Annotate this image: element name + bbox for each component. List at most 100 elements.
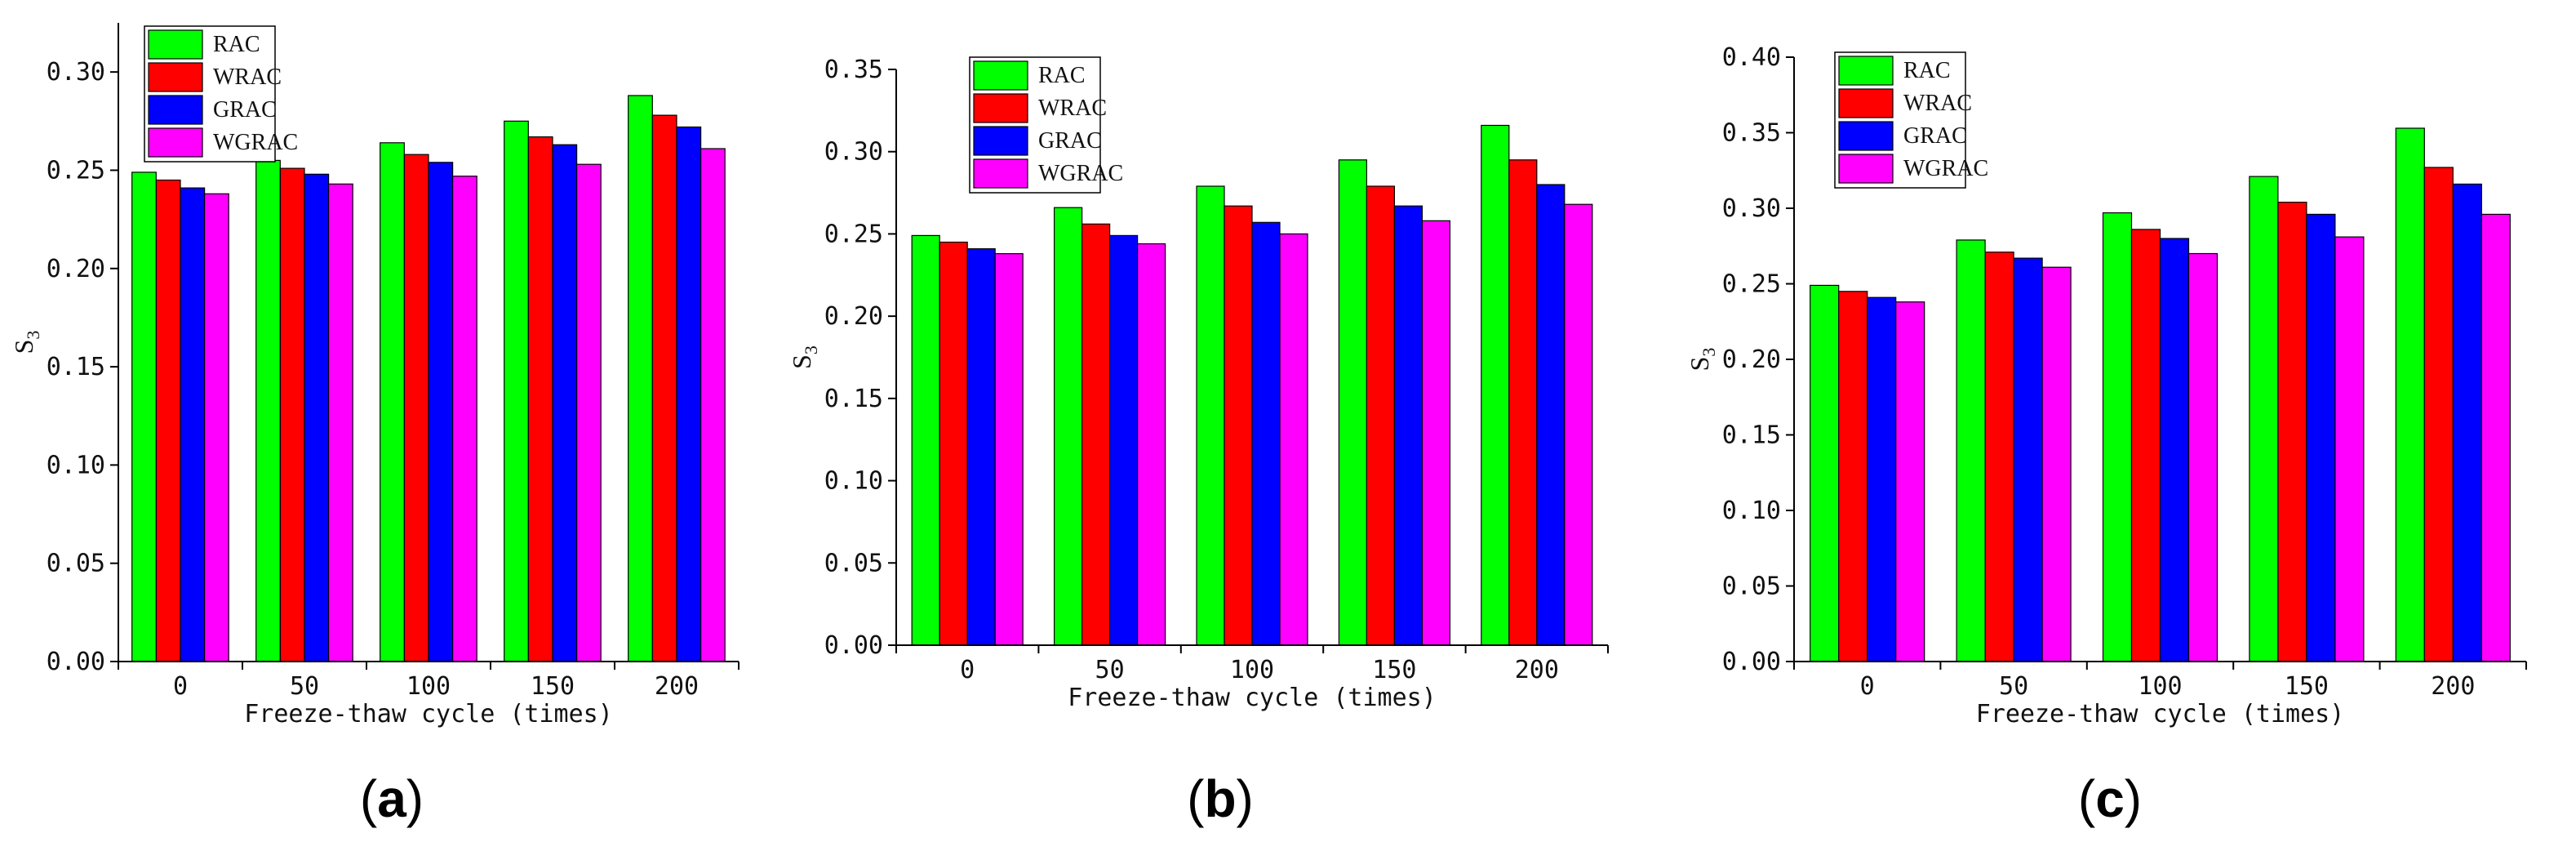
- y-tick-label: 0.40: [1722, 43, 1781, 72]
- bar-wrac-150: [527, 136, 553, 662]
- y-tick-label: 0.05: [1722, 573, 1781, 601]
- bar-wrac-100: [403, 154, 429, 662]
- legend-label-grac: GRAC: [1038, 128, 1102, 154]
- x-axis-title: Freeze-thaw cycle (times): [244, 700, 613, 728]
- bar-wgrac-100: [2187, 252, 2218, 662]
- bar-rac-0: [1810, 284, 1840, 662]
- bar-wrac-0: [1838, 291, 1868, 662]
- bar-wrac-100: [2130, 229, 2161, 662]
- y-tick-label: 0.05: [47, 550, 105, 578]
- bar-rac-100: [1196, 185, 1225, 646]
- y-tick-label: 0.20: [47, 255, 105, 283]
- y-tick-label: 0.25: [47, 156, 105, 185]
- legend-swatch-grac: [148, 95, 203, 125]
- legend-label-rac: RAC: [213, 32, 260, 57]
- x-tick-label: 100: [1230, 656, 1274, 684]
- chart-panel-b: 0.00 0.05 0.10 0.15 0.20 0.25 0.30 0.35 0 50 100 15…: [787, 56, 1609, 828]
- bar-grac-50: [304, 173, 330, 662]
- bar-grac-150: [2306, 213, 2336, 662]
- x-tick-label: 50: [1095, 656, 1125, 684]
- bar-wrac-50: [1081, 223, 1111, 646]
- x-tick-label: 150: [1372, 656, 1416, 684]
- bar-wgrac-0: [1895, 301, 1925, 662]
- legend-label-wgrac: WGRAC: [213, 130, 298, 155]
- legend-label-rac: RAC: [1038, 63, 1086, 88]
- bar-wgrac-50: [1136, 243, 1166, 646]
- bar-wrac-0: [155, 179, 181, 662]
- bar-rac-0: [131, 172, 157, 662]
- y-tick-label: 0.15: [824, 385, 883, 413]
- bar-wrac-100: [1224, 205, 1253, 646]
- y-axis-title: S3: [1685, 348, 1719, 372]
- legend-label-wrac: WRAC: [1038, 96, 1107, 121]
- legend-swatch-wgrac: [148, 127, 203, 158]
- x-tick-label: 200: [1515, 656, 1559, 684]
- y-tick-label: 0.00: [47, 648, 105, 676]
- bar-wgrac-100: [1279, 233, 1308, 646]
- chart-panel-a: 0.00 0.05 0.10 0.15 0.20 0.25 0.30 0 50 100 150 200…: [9, 23, 739, 828]
- bar-wrac-50: [279, 167, 305, 662]
- y-tick-label: 0.35: [824, 56, 883, 84]
- bar-wrac-200: [2423, 167, 2454, 662]
- legend-swatch-grac: [1838, 121, 1894, 151]
- legend: RAC WRAC GRAC WGRAC: [1834, 51, 1988, 189]
- legend-label-wrac: WRAC: [213, 65, 282, 90]
- bar-rac-0: [911, 234, 940, 646]
- bar-wgrac-0: [204, 193, 229, 662]
- y-tick-label: 0.25: [1722, 270, 1781, 299]
- bar-wgrac-200: [700, 148, 726, 662]
- y-tick-label: 0.35: [1722, 119, 1781, 148]
- legend: RAC WRAC GRAC WGRAC: [969, 56, 1123, 194]
- x-tick-label: 0: [173, 672, 188, 701]
- bar-wrac-200: [1508, 159, 1538, 646]
- x-tick-label: 50: [1999, 672, 2028, 701]
- y-tick-label: 0.20: [1722, 345, 1781, 374]
- bar-wrac-50: [1984, 252, 2014, 662]
- bar-grac-100: [1251, 221, 1281, 646]
- legend-swatch-wgrac: [973, 158, 1028, 189]
- panels: 0.00 0.05 0.10 0.15 0.20 0.25 0.30 0 50 100 150 200…: [9, 23, 2527, 828]
- y-tick-label: 0.15: [47, 353, 105, 381]
- x-tick-label: 150: [2285, 672, 2329, 701]
- bar-grac-200: [1536, 184, 1566, 646]
- bar-grac-50: [2013, 257, 2043, 662]
- legend-label-wgrac: WGRAC: [1038, 161, 1123, 186]
- bar-grac-100: [2159, 238, 2190, 662]
- legend-label-wgrac: WGRAC: [1903, 156, 1988, 181]
- bar-wrac-200: [651, 114, 677, 662]
- y-axis-title: S3: [787, 345, 821, 369]
- y-axis-title: S3: [9, 331, 43, 354]
- legend-swatch-wrac: [973, 93, 1028, 123]
- bar-rac-50: [1053, 207, 1083, 646]
- bar-wgrac-200: [1564, 203, 1593, 646]
- bar-grac-0: [966, 248, 996, 646]
- legend-label-rac: RAC: [1903, 58, 1951, 83]
- bar-grac-150: [1393, 205, 1423, 646]
- bar-wgrac-100: [451, 176, 477, 662]
- legend: RAC WRAC GRAC WGRAC: [144, 25, 298, 163]
- bar-rac-50: [1956, 239, 1986, 662]
- bar-wgrac-150: [2334, 236, 2365, 662]
- bar-wgrac-0: [994, 253, 1024, 646]
- bar-wrac-150: [2277, 202, 2307, 662]
- bar-wgrac-150: [575, 163, 602, 662]
- legend-swatch-wrac: [1838, 88, 1894, 118]
- x-tick-label: 100: [2138, 672, 2182, 701]
- y-tick-label: 0.10: [47, 451, 105, 479]
- bar-grac-100: [428, 162, 454, 662]
- legend-swatch-wgrac: [1838, 154, 1894, 184]
- bar-wgrac-50: [328, 183, 353, 662]
- x-axis-title: Freeze-thaw cycle (times): [1068, 684, 1437, 712]
- y-tick-label: 0.05: [824, 549, 883, 577]
- y-tick-label: 0.15: [1722, 421, 1781, 450]
- y-tick-label: 0.30: [1722, 194, 1781, 223]
- bar-grac-150: [552, 144, 578, 662]
- bar-wgrac-200: [2481, 213, 2511, 662]
- y-tick-label: 0.20: [824, 302, 883, 331]
- x-tick-label: 0: [1860, 672, 1875, 701]
- x-axis-title: Freeze-thaw cycle (times): [1976, 700, 2345, 728]
- bar-rac-100: [2102, 212, 2133, 662]
- y-tick-label: 0.00: [1722, 648, 1781, 676]
- bar-wrac-0: [939, 241, 968, 646]
